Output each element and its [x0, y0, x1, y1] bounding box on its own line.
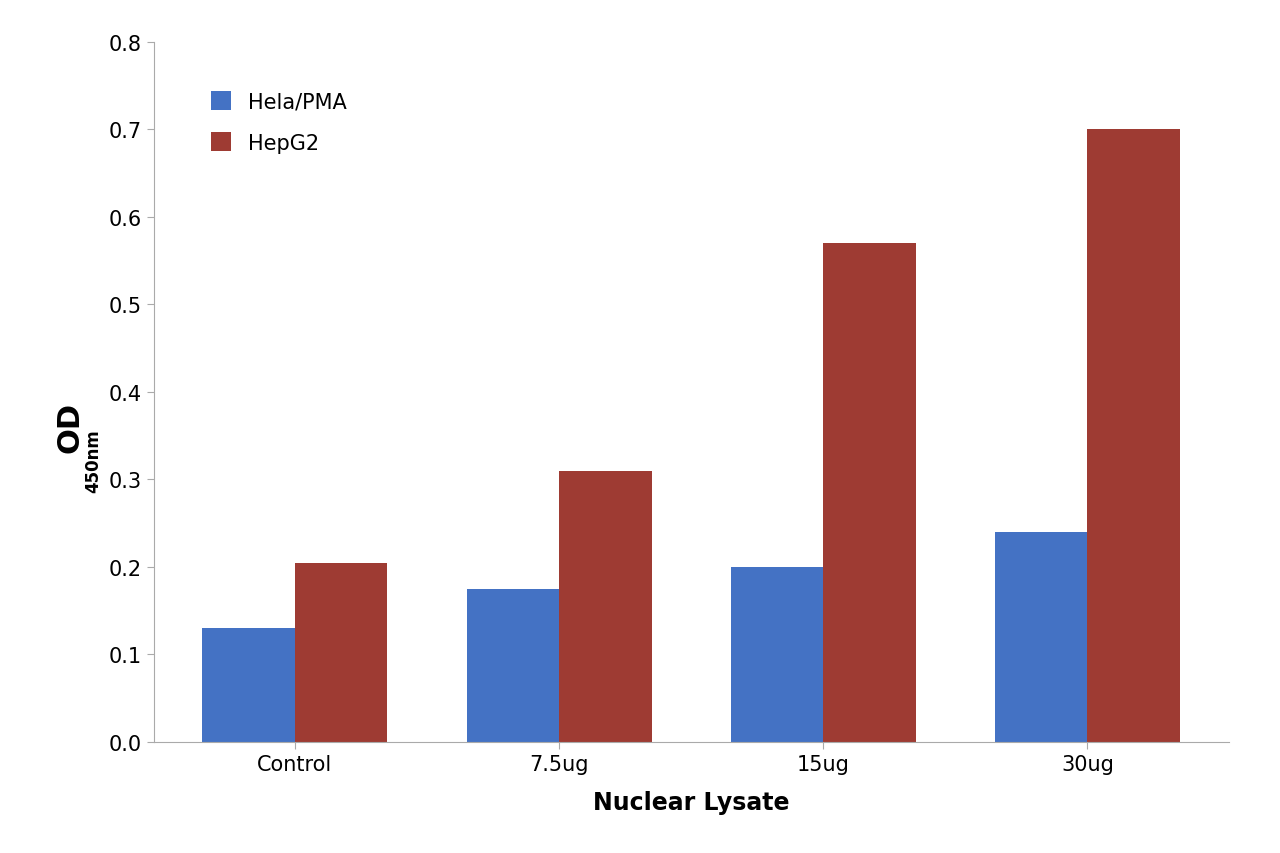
Bar	[1088, 131, 1180, 742]
Bar	[823, 244, 915, 742]
Text: OD: OD	[56, 401, 84, 452]
Bar	[731, 567, 823, 742]
Legend: Hela/PMA, HepG2: Hela/PMA, HepG2	[186, 67, 371, 178]
Bar	[202, 629, 294, 742]
X-axis label: Nuclear Lysate: Nuclear Lysate	[593, 791, 790, 815]
Bar	[467, 589, 559, 742]
Text: 450nm: 450nm	[84, 429, 102, 492]
Bar	[294, 563, 388, 742]
Bar	[995, 532, 1088, 742]
Bar	[559, 471, 652, 742]
